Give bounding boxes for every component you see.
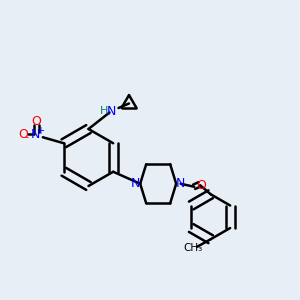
Text: -: - [24,132,28,142]
Text: +: + [36,126,44,136]
Text: H: H [100,106,108,116]
Text: N: N [31,128,40,141]
Text: O: O [18,128,28,141]
Text: O: O [31,115,41,128]
Text: O: O [196,179,206,192]
Text: N: N [176,177,185,190]
Text: N: N [131,177,140,190]
Text: CH₃: CH₃ [183,243,202,253]
Text: N: N [106,105,116,118]
